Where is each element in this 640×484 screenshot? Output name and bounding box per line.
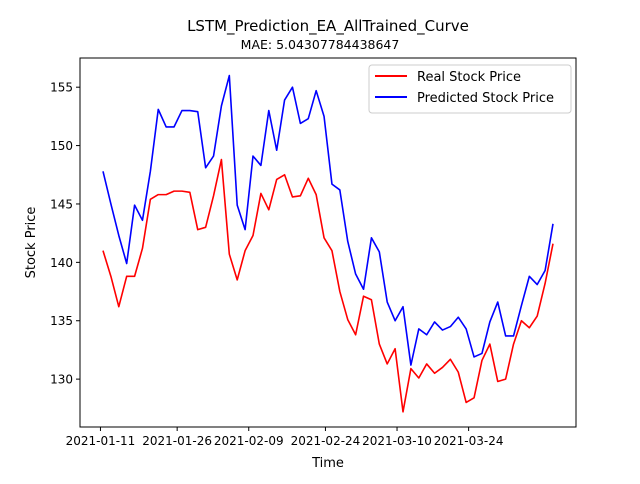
y-tick-label: 155 [50, 81, 73, 95]
x-axis-label: Time [311, 456, 344, 471]
legend: Real Stock Price Predicted Stock Price [368, 64, 572, 114]
y-tick-label: 130 [50, 373, 73, 387]
x-tick-label: 2021-01-26 [142, 434, 212, 448]
y-tick-label: 135 [50, 314, 73, 328]
chart-title: LSTM_Prediction_EA_AllTrained_Curve [187, 17, 469, 36]
chart-subtitle: MAE: 5.04307784438647 [241, 37, 400, 52]
legend-label-real: Real Stock Price [417, 70, 521, 85]
x-tick-label: 2021-02-09 [214, 434, 284, 448]
legend-box [368, 64, 572, 114]
x-tick-label: 2021-01-11 [66, 434, 136, 448]
ticks-layer: 2021-01-11 2021-01-26 2021-02-09 2021-02-24… [50, 81, 503, 448]
y-axis-label: Stock Price [24, 207, 39, 279]
plot-frame [79, 57, 577, 428]
series-line-predicted [102, 74, 554, 366]
series-layer [102, 74, 554, 413]
y-tick-label: 145 [50, 197, 73, 211]
x-tick-label: 2021-03-10 [362, 434, 432, 448]
legend-label-predicted: Predicted Stock Price [417, 91, 554, 106]
x-tick-label: 2021-03-24 [434, 434, 504, 448]
y-tick-label: 150 [50, 139, 73, 153]
series-line-real [102, 158, 554, 413]
y-tick-label: 140 [50, 256, 73, 270]
x-tick-label: 2021-02-24 [291, 434, 361, 448]
